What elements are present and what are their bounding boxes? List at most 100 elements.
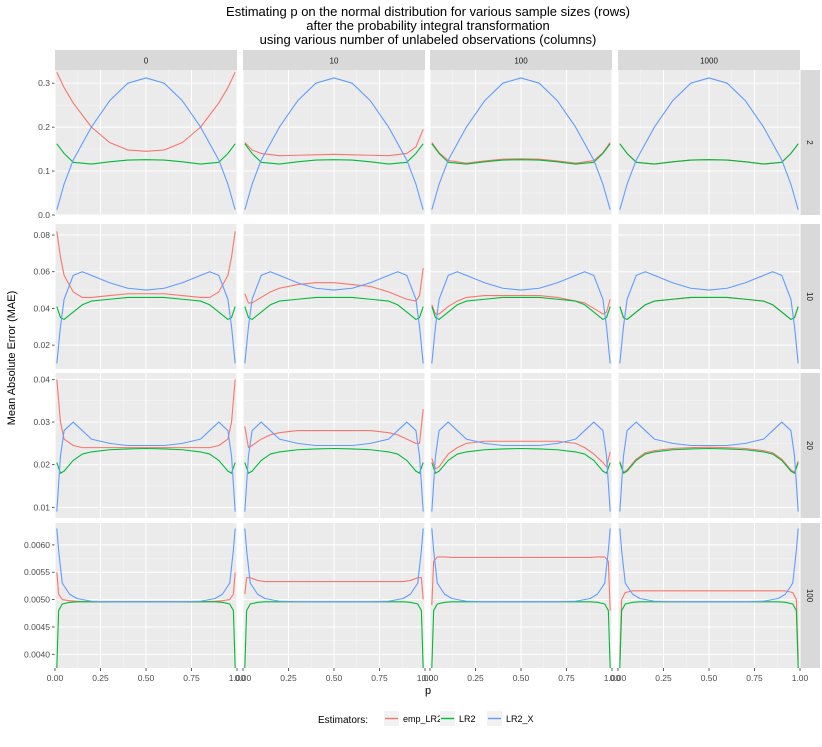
series-line-LR2_X (56, 271, 236, 364)
x-tick-label: 0.00 (610, 673, 627, 683)
chart-title-line-3: using various number of unlabeled observ… (260, 32, 597, 47)
column-strip-bg (243, 50, 425, 70)
series-line-emp_LR2 (431, 556, 611, 611)
panel-row-20-col-10 (242, 373, 426, 518)
column-strip-label: 1000 (700, 57, 718, 66)
y-tick-label: 0.2 (38, 122, 50, 132)
series-line-LR2_X (244, 528, 424, 603)
panel-row-20-col-0 (54, 373, 238, 518)
x-tick-label: 1.00 (792, 673, 809, 683)
series-line-LR2_X (431, 271, 611, 364)
y-tick-label: 0.0040 (24, 649, 50, 659)
chart-title-line-2: after the probability integral transform… (306, 18, 550, 33)
x-tick-label: 0.50 (326, 673, 343, 683)
panel-row-2-col-0 (54, 70, 238, 216)
y-tick-label: 0.0055 (24, 567, 50, 577)
series-line-LR2_X (56, 77, 236, 210)
row-strip-label: 20 (805, 441, 814, 450)
series-line-LR2_X (619, 528, 799, 603)
legend-label: emp_LR2 (403, 714, 442, 724)
row-strip-label: 10 (805, 292, 814, 301)
series-line-LR2 (619, 447, 799, 474)
series-line-LR2 (56, 296, 236, 320)
panel-row-10-col-100 (429, 224, 613, 369)
x-tick-label: 1.00 (417, 673, 434, 683)
y-tick-label: 0.04 (33, 374, 50, 384)
panel-row-20-col-100 (429, 373, 613, 518)
x-tick-label: 0.25 (655, 673, 672, 683)
series-line-emp_LR2 (56, 379, 236, 449)
facet-panels: 0 10 100 1000 2 0.0 0.1 0.2 0.3 10 0.02 0.04 0.06 0.0… (24, 50, 820, 683)
row-strip-bg (800, 523, 820, 668)
series-line-LR2 (56, 143, 236, 165)
y-tick-label: 0.08 (33, 230, 50, 240)
series-line-LR2_X (619, 271, 799, 364)
panel-row-2-col-1000 (617, 70, 801, 216)
panel-row-100-col-1000 (617, 523, 801, 669)
y-axis-title: Mean Absolute Error (MAE) (6, 291, 18, 426)
panel-row-10-col-1000 (617, 224, 801, 369)
panel-row-2-col-100 (429, 70, 613, 216)
row-strip-10: 10 (800, 224, 820, 369)
series-line-LR2_X (244, 271, 424, 364)
legend-entry-LR2: LR2 (440, 711, 476, 726)
legend: Estimators: emp_LR2 LR2 LR2_X (318, 711, 534, 726)
series-line-LR2_X (431, 421, 611, 512)
legend-entry-LR2_X: LR2_X (487, 711, 534, 726)
y-tick-label: 0.3 (38, 78, 50, 88)
column-strip-label: 0 (144, 57, 149, 66)
series-line-LR2 (244, 447, 424, 474)
row-strip-label: 100 (805, 589, 814, 603)
series-line-LR2 (431, 143, 611, 165)
legend-entry-emp_LR2: emp_LR2 (384, 711, 442, 726)
row-strip-2: 2 (800, 70, 820, 215)
x-tick-label: 0.00 (235, 673, 252, 683)
row-strip-label: 2 (805, 140, 814, 145)
y-tick-label: 0.01 (33, 502, 50, 512)
x-tick-label: 0.00 (422, 673, 439, 683)
series-line-LR2 (244, 296, 424, 320)
y-tick-label: 0.02 (33, 460, 50, 470)
column-strip-label: 100 (514, 57, 528, 66)
column-strip-label: 10 (330, 57, 339, 66)
series-line-emp_LR2 (56, 231, 236, 298)
column-strip-100: 100 (430, 50, 612, 70)
panel-row-2-col-10 (242, 70, 426, 216)
y-tick-label: 0.06 (33, 267, 50, 277)
series-line-emp_LR2 (56, 71, 236, 152)
series-line-LR2 (244, 143, 424, 165)
x-tick-label: 0.50 (138, 673, 155, 683)
series-line-emp_LR2 (619, 446, 799, 473)
series-line-emp_LR2 (244, 577, 424, 600)
x-tick-label: 0.25 (280, 673, 297, 683)
series-line-LR2_X (619, 421, 799, 512)
x-tick-label: 0.75 (558, 673, 575, 683)
series-line-emp_LR2 (244, 409, 424, 449)
legend-title: Estimators: (318, 715, 368, 726)
column-strip-bg (55, 50, 237, 70)
series-line-LR2_X (244, 77, 424, 210)
column-strip-bg (430, 50, 612, 70)
legend-label: LR2 (459, 714, 476, 724)
panel-row-100-col-100 (429, 523, 613, 669)
row-strip-bg (800, 224, 820, 369)
series-line-LR2_X (244, 421, 424, 512)
panel-row-20-col-1000 (617, 373, 801, 518)
x-axis-title: p (425, 685, 431, 697)
column-strip-10: 10 (243, 50, 425, 70)
y-tick-label: 0.04 (33, 303, 50, 313)
series-line-emp_LR2 (431, 440, 611, 470)
row-strip-bg (800, 373, 820, 518)
x-tick-label: 0.50 (701, 673, 718, 683)
legend-label: LR2_X (506, 714, 534, 724)
x-tick-label: 0.75 (183, 673, 200, 683)
y-tick-label: 0.1 (38, 166, 50, 176)
panel-row-100-col-10 (242, 523, 426, 669)
x-tick-label: 0.25 (92, 673, 109, 683)
panel-row-10-col-0 (54, 224, 238, 369)
series-line-LR2 (56, 447, 236, 474)
row-strip-bg (800, 70, 820, 215)
x-tick-label: 0.75 (746, 673, 763, 683)
series-line-LR2_X (431, 528, 611, 603)
y-tick-label: 0.0 (38, 210, 50, 220)
